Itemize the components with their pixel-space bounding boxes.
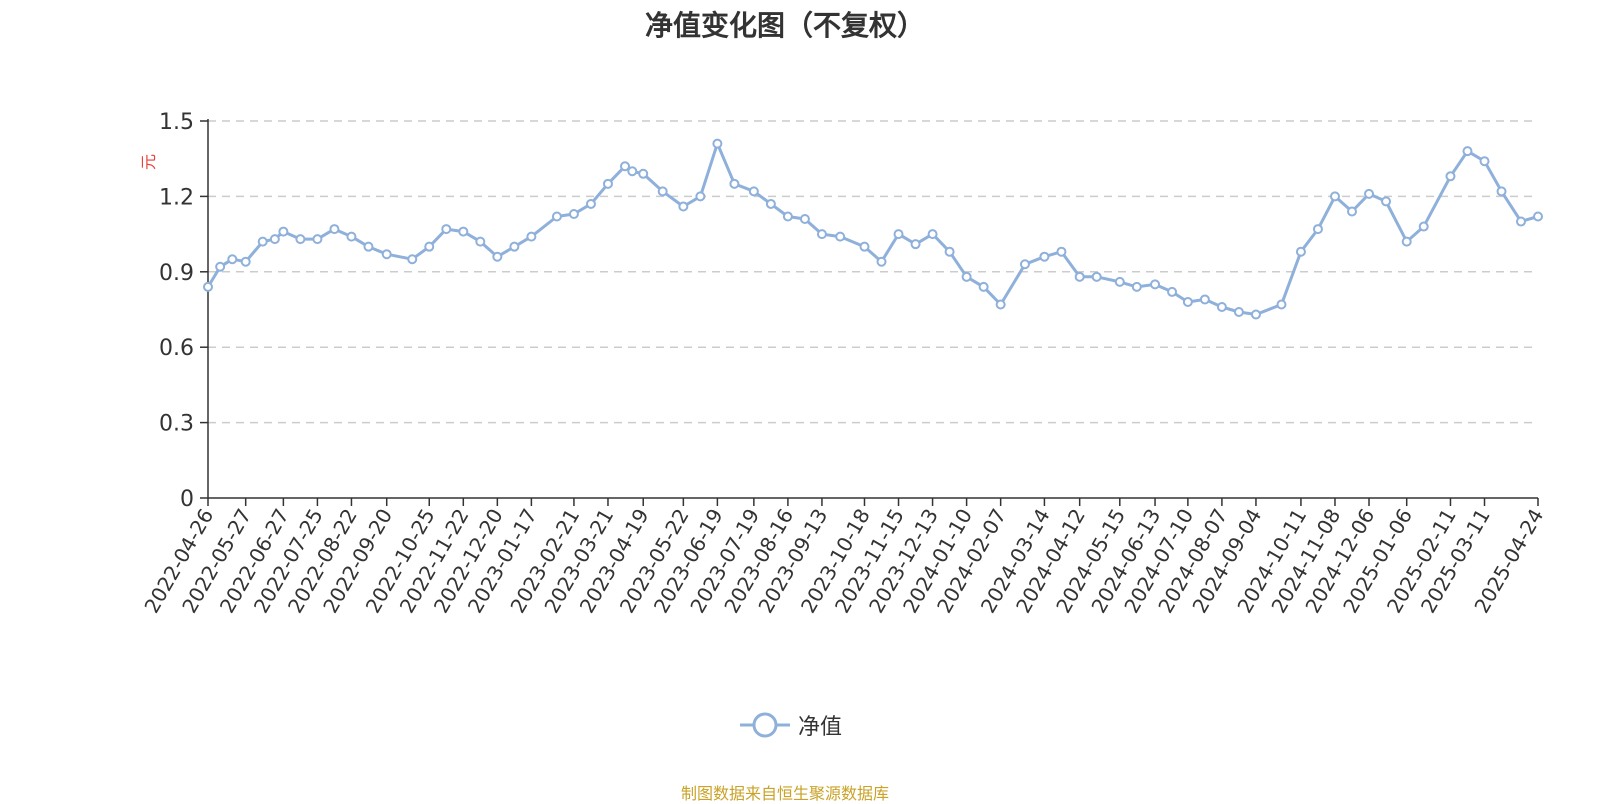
data-point <box>978 281 989 292</box>
data-point <box>1250 309 1261 320</box>
y-tick-label: 1.2 <box>159 185 194 210</box>
data-point <box>227 254 238 265</box>
data-point <box>1418 221 1429 232</box>
data-point <box>1019 259 1030 270</box>
data-point <box>475 236 486 247</box>
data-point <box>424 241 435 252</box>
data-point <box>1401 236 1412 247</box>
data-point <box>1381 196 1392 207</box>
axes: 00.30.60.91.21.5元2022-04-262022-05-27202… <box>139 110 1548 617</box>
data-point <box>1533 211 1543 222</box>
data-point <box>585 198 596 209</box>
legend[interactable]: 净值 <box>740 710 842 740</box>
data-point <box>257 236 268 247</box>
data-point <box>657 186 668 197</box>
data-point <box>441 224 452 235</box>
data-point <box>269 234 280 245</box>
legend-line-marker-icon <box>740 712 790 738</box>
y-tick-label: 0.9 <box>159 261 194 286</box>
data-point <box>1479 156 1490 167</box>
data-point <box>1074 271 1085 282</box>
data-point <box>1233 307 1244 318</box>
legend-label: 净值 <box>798 715 843 740</box>
data-point <box>782 211 793 222</box>
data-point <box>363 241 374 252</box>
series-line <box>206 142 1540 316</box>
data-point <box>1329 191 1340 202</box>
data-point <box>1216 301 1227 312</box>
data-point <box>526 231 537 242</box>
data-point <box>346 231 357 242</box>
grid-lines <box>208 120 1538 424</box>
data-point <box>859 241 870 252</box>
data-point <box>1091 271 1102 282</box>
data-point <box>551 211 562 222</box>
data-point <box>1364 188 1375 199</box>
data-point <box>910 239 921 250</box>
data-point <box>215 261 226 272</box>
data-point <box>712 138 723 149</box>
data-point <box>619 161 630 172</box>
data-point <box>1131 281 1142 292</box>
y-tick-label: 0.3 <box>159 412 194 437</box>
data-point <box>927 229 938 240</box>
y-axis-unit-label: 元 <box>139 154 158 170</box>
data-point <box>627 166 638 177</box>
data-point <box>568 208 579 219</box>
data-point <box>961 271 972 282</box>
data-point <box>458 226 469 237</box>
data-point <box>1462 146 1473 157</box>
source-note: 制图数据来自恒生聚源数据库 <box>680 784 889 803</box>
data-point <box>1346 206 1357 217</box>
data-point <box>240 256 251 267</box>
chart-title: 净值变化图（不复权） <box>644 9 925 42</box>
data-point <box>278 226 289 237</box>
data-point <box>995 299 1006 310</box>
data-point <box>203 281 213 292</box>
data-point <box>678 201 689 212</box>
data-point <box>816 229 827 240</box>
data-point <box>1182 296 1193 307</box>
data-point <box>407 254 418 265</box>
data-point <box>1199 294 1210 305</box>
data-point <box>944 246 955 257</box>
data-point <box>729 178 740 189</box>
y-tick-label: 0 <box>180 487 194 512</box>
data-point <box>1150 279 1161 290</box>
data-point <box>876 256 887 267</box>
data-point <box>1167 286 1178 297</box>
data-point <box>381 249 392 260</box>
data-point <box>1496 186 1507 197</box>
data-point <box>1515 216 1526 227</box>
data-point <box>312 234 323 245</box>
data-point <box>509 241 520 252</box>
series-net-value <box>203 138 1543 320</box>
data-point <box>492 251 503 262</box>
data-point <box>1295 246 1306 257</box>
data-point <box>295 234 306 245</box>
data-point <box>329 224 340 235</box>
data-point <box>1039 251 1050 262</box>
data-point <box>799 214 810 225</box>
y-tick-label: 0.6 <box>159 336 194 361</box>
data-point <box>748 186 759 197</box>
data-point <box>893 229 904 240</box>
y-tick-label: 1.5 <box>159 110 194 135</box>
data-point <box>1445 171 1456 182</box>
data-point <box>1056 246 1067 257</box>
data-point <box>1312 224 1323 235</box>
data-point <box>695 191 706 202</box>
data-point <box>1276 299 1287 310</box>
data-point <box>602 178 613 189</box>
data-point <box>765 198 776 209</box>
data-point <box>1114 276 1125 287</box>
data-point <box>638 168 649 179</box>
data-point <box>835 231 846 242</box>
